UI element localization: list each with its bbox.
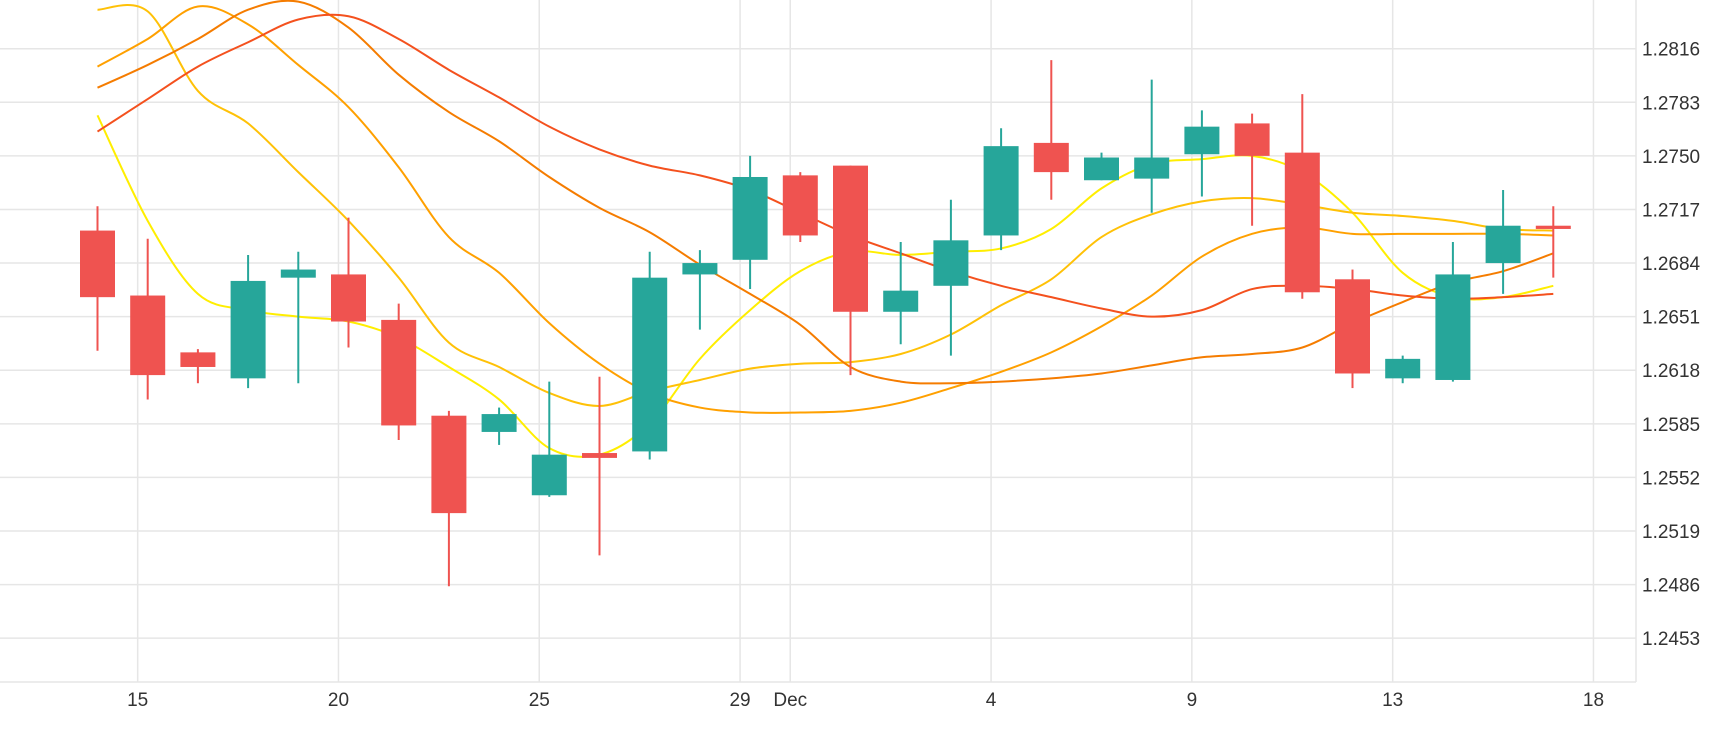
candle-body bbox=[983, 146, 1019, 236]
candles bbox=[80, 60, 1571, 587]
candle-down bbox=[431, 410, 467, 587]
candle-body bbox=[80, 230, 115, 298]
candle-up bbox=[983, 128, 1019, 251]
y-tick-label: 1.2552 bbox=[1642, 468, 1700, 489]
candle-down bbox=[582, 376, 617, 556]
candle-up bbox=[883, 241, 919, 345]
y-tick-label: 1.2585 bbox=[1642, 415, 1700, 436]
candle-up bbox=[230, 254, 266, 389]
candle-down bbox=[1234, 113, 1270, 226]
candle-body bbox=[481, 414, 517, 432]
candle-down bbox=[180, 349, 216, 384]
y-tick-label: 1.2618 bbox=[1642, 361, 1700, 382]
candle-up bbox=[1134, 79, 1170, 213]
candle-body bbox=[431, 415, 467, 514]
candle-down bbox=[80, 206, 115, 351]
candle-down bbox=[833, 165, 868, 376]
moving-average-line bbox=[96, 13, 1554, 318]
candle-body bbox=[180, 352, 216, 367]
candle-body bbox=[381, 319, 417, 426]
moving-average-lines bbox=[96, 0, 1554, 458]
candle-body bbox=[833, 165, 868, 312]
y-tick-label: 1.2717 bbox=[1642, 200, 1700, 221]
x-tick-label: Dec bbox=[773, 690, 807, 711]
candle-down bbox=[782, 172, 818, 242]
candle-body bbox=[1485, 225, 1521, 264]
candle-up bbox=[1385, 355, 1421, 384]
candle-body bbox=[1335, 279, 1370, 374]
candle-up bbox=[933, 199, 969, 356]
y-tick-label: 1.2519 bbox=[1642, 522, 1700, 543]
y-tick-label: 1.2651 bbox=[1642, 308, 1700, 329]
moving-average-line bbox=[97, 0, 1554, 385]
candle-body bbox=[883, 290, 919, 312]
candle-down bbox=[1335, 269, 1370, 389]
y-tick-label: 1.2453 bbox=[1642, 629, 1700, 650]
x-tick-label: 4 bbox=[986, 690, 997, 711]
candle-body bbox=[682, 263, 718, 275]
candle-up bbox=[1184, 110, 1220, 197]
candle-body bbox=[1234, 123, 1270, 156]
candle-body bbox=[1435, 274, 1471, 380]
candle-body bbox=[1084, 157, 1119, 181]
x-tick-label: 18 bbox=[1583, 690, 1604, 711]
candle-body bbox=[782, 175, 818, 236]
candle-body bbox=[632, 277, 668, 452]
candle-down bbox=[130, 238, 166, 400]
candle-up bbox=[531, 381, 567, 497]
y-tick-label: 1.2783 bbox=[1642, 93, 1700, 114]
axes: 1.2816 1.2783 1.2750 1.2717 1.2684 1.2651 1.26… bbox=[0, 0, 1701, 711]
candle-body bbox=[531, 454, 567, 496]
candle-body bbox=[582, 453, 617, 458]
y-tick-label: 1.2816 bbox=[1642, 40, 1700, 61]
candle-up bbox=[1485, 189, 1521, 294]
candle-body bbox=[130, 295, 166, 376]
candle-down bbox=[331, 217, 366, 348]
candle-body bbox=[331, 274, 366, 322]
candle-body bbox=[230, 280, 266, 379]
y-tick-label: 1.2750 bbox=[1642, 147, 1700, 168]
x-tick-label: 29 bbox=[729, 690, 750, 711]
x-tick-label: 20 bbox=[328, 690, 349, 711]
x-tick-label: 9 bbox=[1187, 690, 1198, 711]
candle-up bbox=[481, 407, 517, 445]
candle-up bbox=[732, 155, 768, 290]
candle-body bbox=[1284, 152, 1320, 293]
candle-body bbox=[933, 240, 969, 286]
candle-body bbox=[732, 176, 768, 260]
candle-up bbox=[280, 251, 316, 384]
candle-body bbox=[280, 269, 316, 278]
candle-up bbox=[632, 251, 668, 460]
candle-up bbox=[682, 250, 718, 330]
candle-up bbox=[1435, 241, 1471, 382]
candle-body bbox=[1535, 225, 1571, 229]
candle-down bbox=[1535, 206, 1571, 278]
candle-body bbox=[1385, 358, 1421, 379]
x-tick-label: 15 bbox=[127, 690, 148, 711]
y-tick-label: 1.2486 bbox=[1642, 576, 1700, 597]
moving-average-line bbox=[96, 114, 1554, 458]
x-tick-label: 13 bbox=[1382, 690, 1403, 711]
candle-body bbox=[1134, 157, 1170, 179]
candle-down bbox=[1284, 94, 1320, 299]
x-tick-label: 25 bbox=[529, 690, 550, 711]
y-tick-label: 1.2684 bbox=[1642, 254, 1701, 275]
candle-down bbox=[381, 303, 417, 441]
candle-up bbox=[1084, 152, 1119, 181]
candle-body bbox=[1184, 126, 1220, 155]
candle-down bbox=[1033, 60, 1069, 200]
candle-body bbox=[1033, 142, 1069, 173]
